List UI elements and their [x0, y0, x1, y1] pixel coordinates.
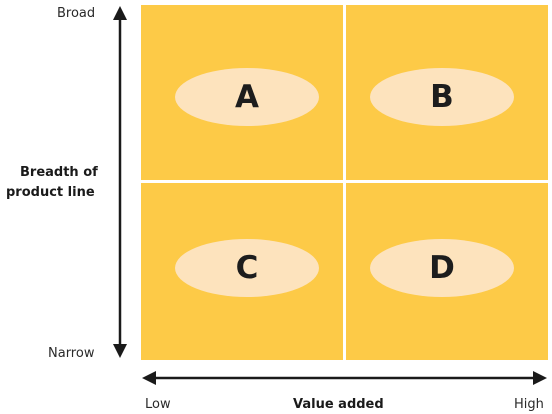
y-axis-bottom-label: Narrow	[48, 346, 95, 361]
x-axis-left-label: Low	[145, 397, 171, 412]
quadrant-d-ellipse: D	[370, 239, 514, 297]
x-axis-title: Value added	[293, 397, 384, 412]
y-axis-top-label: Broad	[57, 6, 96, 21]
quadrant-c-ellipse: C	[175, 239, 319, 297]
y-axis-title-line1: Breadth of	[20, 165, 98, 180]
y-axis-title-line2: product line	[6, 185, 95, 200]
x-axis-arrow	[142, 371, 547, 385]
x-axis-right-label: High	[514, 397, 544, 412]
quadrant-a-ellipse: A	[175, 68, 319, 126]
y-axis-arrow	[113, 6, 127, 358]
quadrant-b-ellipse: B	[370, 68, 514, 126]
